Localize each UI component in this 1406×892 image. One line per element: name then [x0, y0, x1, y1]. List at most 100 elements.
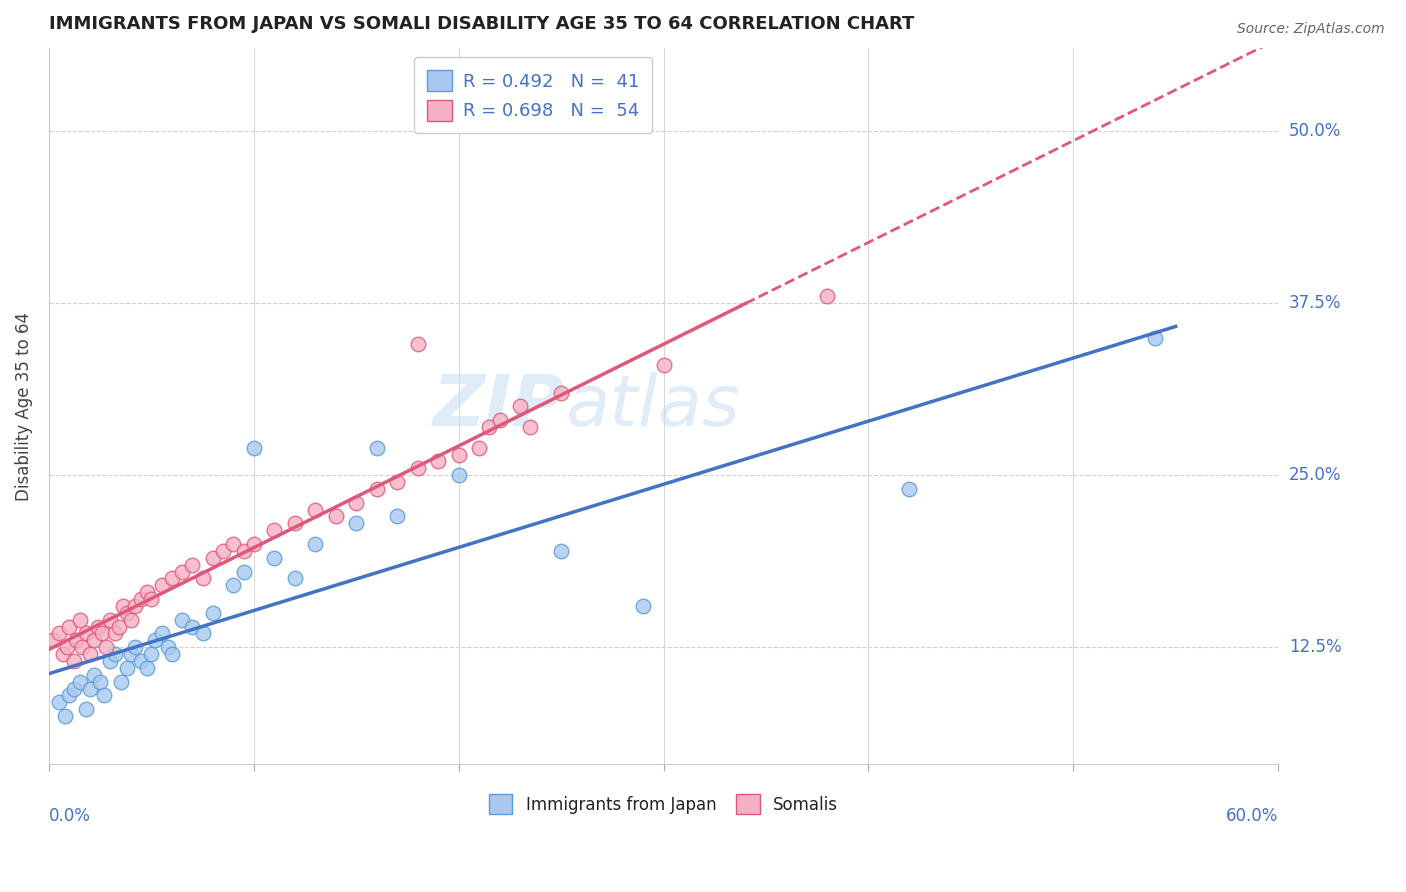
Point — [87, 619, 110, 633]
Point — [160, 571, 183, 585]
Point — [53, 709, 76, 723]
Point — [406, 337, 429, 351]
Y-axis label: Disability Age 35 to 64: Disability Age 35 to 64 — [15, 312, 32, 500]
Point — [304, 502, 326, 516]
Text: atlas: atlas — [565, 372, 740, 441]
Point — [136, 585, 159, 599]
Point — [83, 633, 105, 648]
Point — [172, 613, 194, 627]
Point — [107, 619, 129, 633]
Point — [519, 420, 541, 434]
Point — [160, 647, 183, 661]
Text: 0.0%: 0.0% — [49, 807, 91, 825]
Point — [150, 578, 173, 592]
Point — [232, 544, 254, 558]
Point — [815, 289, 838, 303]
Point — [387, 509, 409, 524]
Point — [103, 626, 125, 640]
Point — [62, 681, 84, 696]
Point — [129, 592, 152, 607]
Point — [129, 654, 152, 668]
Point — [136, 661, 159, 675]
Point — [65, 633, 87, 648]
Text: 60.0%: 60.0% — [1226, 807, 1278, 825]
Point — [75, 626, 97, 640]
Point — [898, 482, 921, 496]
Point — [263, 550, 285, 565]
Point — [201, 606, 224, 620]
Point — [387, 475, 409, 489]
Point — [48, 626, 70, 640]
Point — [191, 571, 214, 585]
Point — [325, 509, 347, 524]
Point — [58, 689, 80, 703]
Point — [93, 689, 115, 703]
Point — [344, 496, 367, 510]
Point — [79, 647, 101, 661]
Point — [406, 461, 429, 475]
Point — [52, 647, 75, 661]
Point — [79, 681, 101, 696]
Point — [83, 667, 105, 681]
Point — [141, 647, 163, 661]
Point — [69, 674, 91, 689]
Point — [124, 640, 146, 655]
Point — [100, 654, 122, 668]
Text: 37.5%: 37.5% — [1289, 294, 1341, 312]
Point — [468, 441, 491, 455]
Text: Source: ZipAtlas.com: Source: ZipAtlas.com — [1237, 22, 1385, 37]
Point — [447, 448, 470, 462]
Point — [427, 454, 450, 468]
Point — [91, 626, 114, 640]
Point — [652, 358, 675, 372]
Point — [62, 654, 84, 668]
Point — [70, 640, 93, 655]
Legend: Immigrants from Japan, Somalis: Immigrants from Japan, Somalis — [482, 788, 845, 821]
Point — [96, 640, 118, 655]
Point — [631, 599, 654, 613]
Point — [191, 626, 214, 640]
Point — [284, 516, 307, 531]
Point — [1144, 330, 1167, 344]
Point — [100, 613, 122, 627]
Point — [488, 413, 510, 427]
Point — [120, 613, 142, 627]
Point — [89, 674, 111, 689]
Point — [550, 544, 572, 558]
Point — [201, 550, 224, 565]
Point — [212, 544, 235, 558]
Point — [110, 674, 132, 689]
Point — [124, 599, 146, 613]
Text: 50.0%: 50.0% — [1289, 122, 1341, 140]
Point — [181, 558, 204, 572]
Text: ZIP: ZIP — [433, 372, 565, 441]
Point — [344, 516, 367, 531]
Point — [181, 619, 204, 633]
Point — [284, 571, 307, 585]
Point — [304, 537, 326, 551]
Point — [58, 619, 80, 633]
Point — [115, 661, 138, 675]
Point — [42, 633, 65, 648]
Point — [103, 647, 125, 661]
Point — [150, 626, 173, 640]
Text: IMMIGRANTS FROM JAPAN VS SOMALI DISABILITY AGE 35 TO 64 CORRELATION CHART: IMMIGRANTS FROM JAPAN VS SOMALI DISABILI… — [49, 15, 914, 33]
Point — [366, 482, 388, 496]
Point — [550, 385, 572, 400]
Point — [366, 441, 388, 455]
Point — [243, 441, 266, 455]
Text: 25.0%: 25.0% — [1289, 467, 1341, 484]
Point — [120, 647, 142, 661]
Point — [222, 578, 245, 592]
Point — [48, 695, 70, 709]
Point — [172, 565, 194, 579]
Point — [145, 633, 167, 648]
Point — [447, 468, 470, 483]
Point — [232, 565, 254, 579]
Point — [56, 640, 79, 655]
Point — [75, 702, 97, 716]
Point — [111, 599, 134, 613]
Point — [243, 537, 266, 551]
Point — [478, 420, 501, 434]
Point — [69, 613, 91, 627]
